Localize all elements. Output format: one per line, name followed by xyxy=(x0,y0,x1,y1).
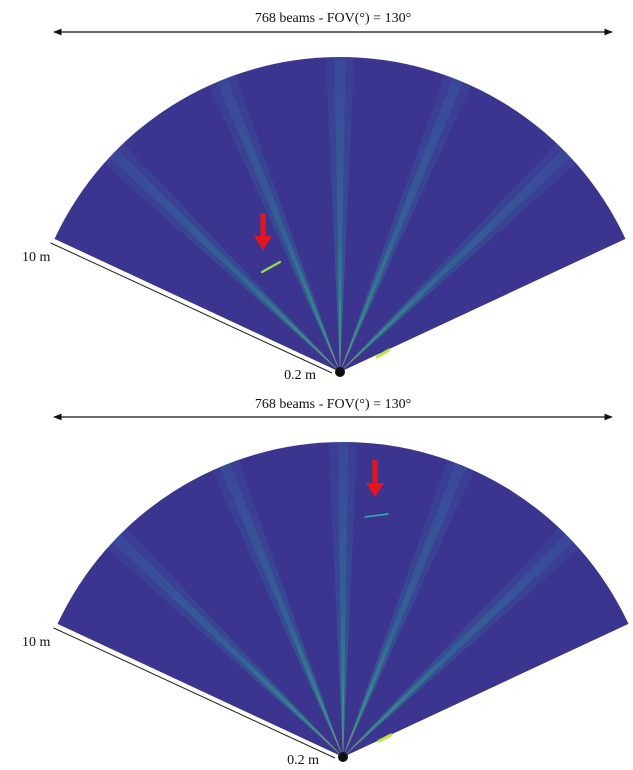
beam-streak xyxy=(337,442,349,757)
target-echo xyxy=(364,513,389,518)
beam-streak xyxy=(109,149,340,372)
beam-streak xyxy=(211,459,343,757)
apex xyxy=(338,752,348,762)
target-echo xyxy=(375,348,391,359)
beam-streak xyxy=(340,149,571,372)
sonar-panel: 768 beams - FOV(°) = 130° 10 m 0.2 m xyxy=(22,11,626,383)
fov-label: 768 beams - FOV(°) = 130° xyxy=(255,397,411,412)
beam-streak xyxy=(343,462,467,757)
beam-streak xyxy=(343,534,574,757)
range-max-label: 10 m xyxy=(22,250,51,265)
red-arrow-head xyxy=(366,483,384,497)
range-edge-shadow xyxy=(53,627,336,759)
beam-streak xyxy=(112,534,343,757)
red-arrow-head xyxy=(254,236,272,250)
range-min-label: 0.2 m xyxy=(284,368,316,383)
beam-streak xyxy=(216,77,340,372)
beam-streak xyxy=(219,462,343,757)
apex xyxy=(335,367,345,377)
range-edge xyxy=(50,239,335,374)
range-min-label: 0.2 m xyxy=(287,753,319,768)
beam-streak xyxy=(334,57,346,373)
beam-streak xyxy=(340,77,464,372)
range-edge-shadow xyxy=(50,242,333,374)
range-max-label: 10 m xyxy=(22,635,51,650)
beam-streak xyxy=(340,74,472,373)
fov-label: 768 beams - FOV(°) = 130° xyxy=(255,11,411,26)
sonar-panel: 768 beams - FOV(°) = 130° 10 m 0.2 m xyxy=(22,397,629,768)
range-edge xyxy=(53,624,338,759)
target-echo xyxy=(377,733,393,743)
beam-streak xyxy=(343,459,475,757)
target-echo xyxy=(260,260,282,274)
beam-streak xyxy=(208,74,340,373)
